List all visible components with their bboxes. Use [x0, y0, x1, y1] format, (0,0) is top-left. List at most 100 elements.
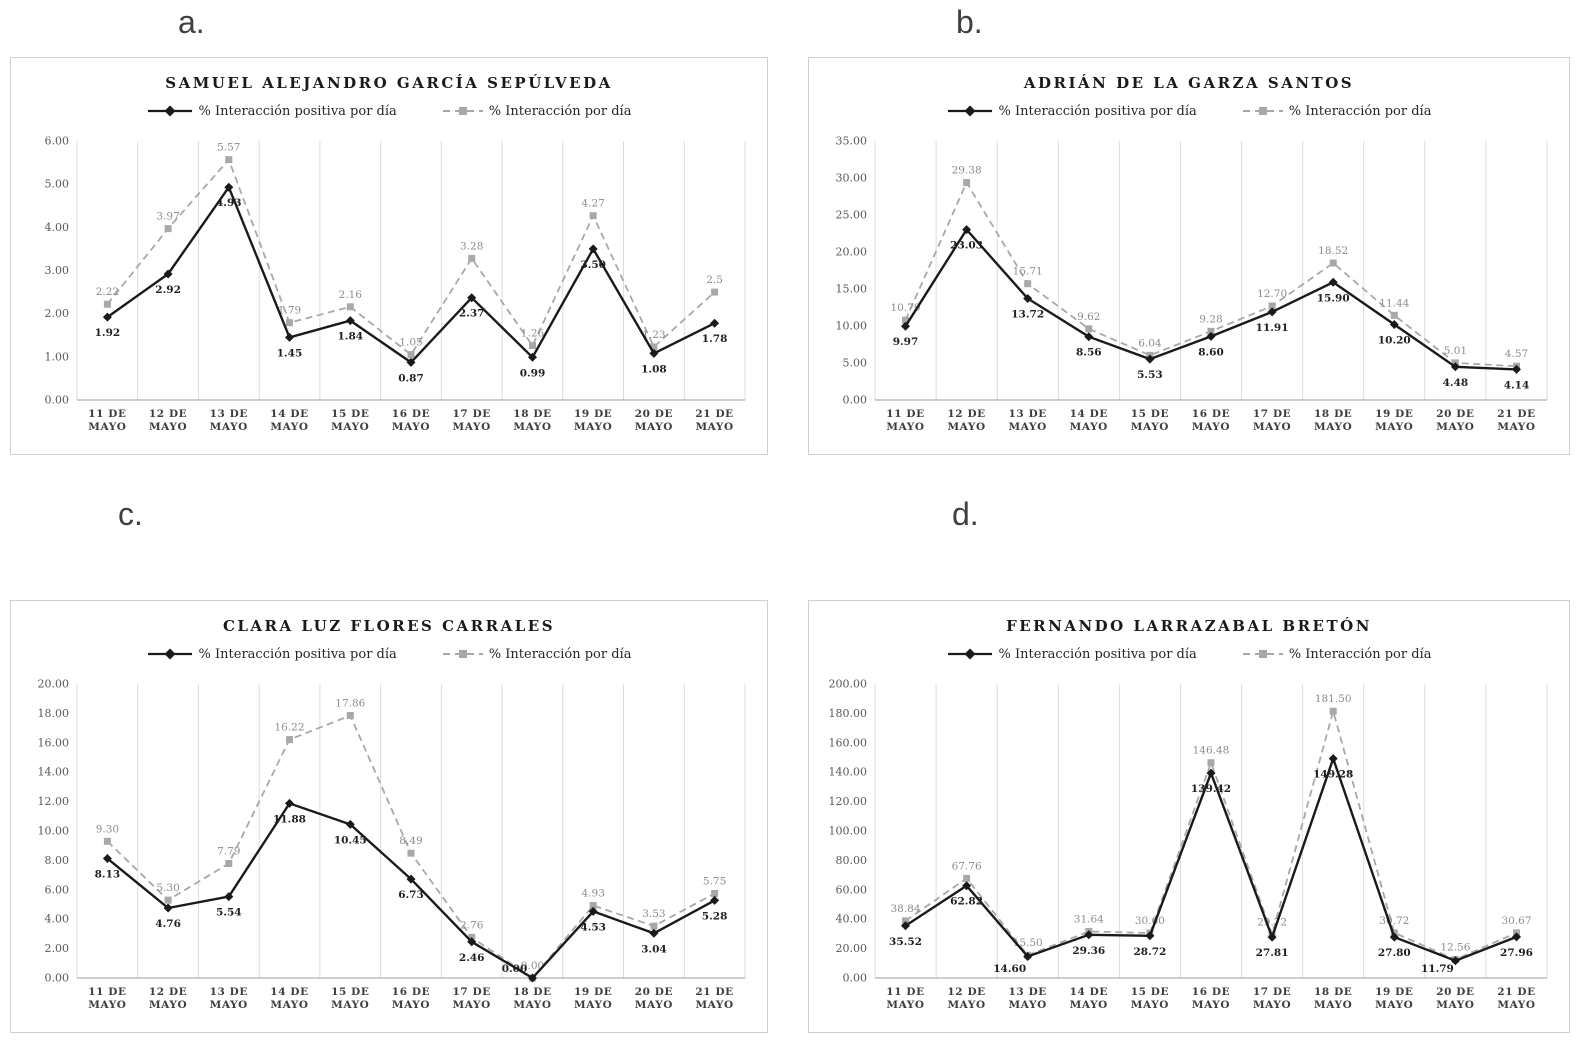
data-label-positive: 1.78: [702, 333, 728, 345]
data-label-positive: 4.93: [216, 197, 242, 209]
data-label-total: 11.44: [1379, 297, 1409, 309]
y-tick-label: 35.00: [836, 135, 868, 148]
data-label-total: 30.72: [1379, 915, 1409, 927]
chart-panel-d: FERNANDO LARRAZABAL BRETÓN % Interacción…: [808, 600, 1570, 1033]
series-total-marker: [1329, 259, 1337, 267]
series-total-marker: [1390, 311, 1398, 319]
solid-line-diamond-icon: [147, 648, 192, 660]
series-positive-marker: [1206, 331, 1216, 341]
y-tick-label: 160.00: [829, 736, 868, 749]
series-positive-marker: [1084, 332, 1094, 342]
chart-panel-b: ADRIÁN DE LA GARZA SANTOS % Interacción …: [808, 57, 1570, 455]
series-total-marker: [103, 837, 111, 845]
y-tick-label: 6.00: [45, 135, 70, 148]
x-tick-label: 12 DE MAYO: [149, 408, 187, 433]
data-label-positive: 2.37: [459, 308, 485, 320]
x-tick-label: 19 DE MAYO: [574, 408, 612, 433]
series-positive-marker: [1389, 320, 1399, 329]
y-tick-label: 0.00: [843, 394, 868, 407]
x-tick-label: 19 DE MAYO: [1375, 986, 1413, 1011]
legend-item-positive: % Interacción positiva por día: [147, 104, 397, 119]
chart-legend: % Interacción positiva por día % Interac…: [815, 101, 1563, 121]
series-positive-marker: [406, 357, 416, 367]
data-label-positive: 1.92: [95, 327, 121, 339]
series-positive-marker: [1145, 931, 1155, 941]
series-total-marker: [164, 896, 172, 904]
data-label-positive: 23.03: [950, 240, 983, 252]
series-positive-marker: [224, 182, 234, 192]
data-label-total: 6.04: [1138, 337, 1162, 349]
data-label-total: 3.97: [156, 211, 179, 223]
y-tick-label: 6.00: [45, 883, 70, 896]
y-tick-label: 16.00: [38, 736, 70, 749]
data-label-total: 4.93: [582, 888, 605, 900]
y-tick-label: 0.00: [45, 394, 70, 407]
x-tick-label: 13 DE MAYO: [1009, 986, 1047, 1011]
series-total-marker: [286, 319, 293, 327]
data-label-total: 3.53: [642, 908, 665, 920]
series-total-marker: [711, 288, 719, 296]
data-label-total: 1.05: [399, 337, 422, 349]
data-label-positive: 14.60: [993, 963, 1026, 975]
legend-item-positive: % Interacción positiva por día: [947, 104, 1197, 119]
data-label-total: 31.64: [1074, 914, 1104, 926]
data-label-positive: 1.45: [277, 347, 303, 359]
series-positive-marker: [962, 881, 972, 891]
x-tick-label: 17 DE MAYO: [453, 986, 491, 1011]
data-label-positive: 2.92: [155, 284, 181, 296]
data-label-positive: 149.28: [1313, 769, 1353, 781]
line-chart-canvas: 0.00 5.00 10.00 15.00 20.00 25.00 30.00 35.00 11…: [836, 135, 1548, 433]
data-label-positive: 0.00: [502, 963, 528, 975]
data-label-total: 1.79: [278, 305, 301, 317]
chart-area: 0.00 5.00 10.00 15.00 20.00 25.00 30.00 35.00 11…: [815, 125, 1563, 446]
data-label-positive: 0.87: [398, 372, 424, 384]
data-label-total: 9.28: [1199, 313, 1222, 325]
series-total-marker: [286, 736, 293, 744]
y-tick-label: 4.00: [45, 913, 70, 926]
data-label-positive: 27.96: [1500, 947, 1533, 959]
y-tick-label: 0.00: [45, 972, 70, 985]
data-label-positive: 28.72: [1133, 946, 1166, 958]
y-tick-label: 15.00: [836, 283, 868, 296]
data-label-positive: 4.76: [155, 918, 181, 930]
series-total-marker: [1024, 280, 1032, 288]
data-label-total: 181.50: [1315, 693, 1352, 705]
series-positive-marker: [285, 332, 294, 342]
series-total-marker: [589, 902, 597, 909]
data-label-total: 29.38: [952, 165, 982, 177]
y-tick-label: 60.00: [836, 883, 868, 896]
data-label-total: 12.56: [1440, 942, 1470, 954]
data-label-total: 1.23: [642, 329, 665, 341]
series-positive-marker: [710, 318, 720, 328]
chart-legend: % Interacción positiva por día % Interac…: [815, 644, 1563, 664]
x-tick-label: 19 DE MAYO: [1375, 408, 1413, 433]
x-tick-label: 16 DE MAYO: [1192, 986, 1230, 1011]
series-positive-marker: [588, 244, 598, 254]
data-label-total: 4.27: [582, 198, 605, 210]
x-tick-label: 14 DE MAYO: [270, 986, 308, 1011]
y-tick-label: 30.00: [836, 172, 868, 185]
data-label-positive: 11.88: [273, 813, 306, 825]
chart-title: CLARA LUZ FLORES CARRALES: [222, 617, 556, 635]
y-tick-label: 8.00: [45, 854, 70, 867]
y-tick-label: 25.00: [836, 209, 868, 222]
data-label-total: 5.57: [217, 142, 240, 154]
y-tick-label: 20.00: [836, 942, 868, 955]
data-label-total: 12.70: [1257, 288, 1287, 300]
series-total-marker: [225, 156, 233, 164]
chart-title: FERNANDO LARRAZABAL BRETÓN: [1006, 617, 1372, 635]
legend-item-total: % Interacción por día: [442, 646, 632, 662]
x-tick-label: 15 DE MAYO: [1131, 986, 1169, 1011]
series-total-marker: [963, 179, 971, 187]
x-tick-label: 16 DE MAYO: [1192, 408, 1230, 433]
y-tick-label: 140.00: [829, 766, 868, 779]
series-total-marker: [1207, 327, 1215, 335]
data-label-positive: 13.72: [1011, 309, 1044, 321]
x-tick-label: 11 DE MAYO: [886, 408, 924, 433]
series-positive-marker: [1389, 932, 1399, 942]
legend-label: % Interacción por día: [488, 646, 632, 662]
data-label-positive: 2.46: [459, 952, 485, 964]
x-tick-label: 13 DE MAYO: [210, 986, 248, 1011]
series-positive-marker: [163, 903, 173, 913]
